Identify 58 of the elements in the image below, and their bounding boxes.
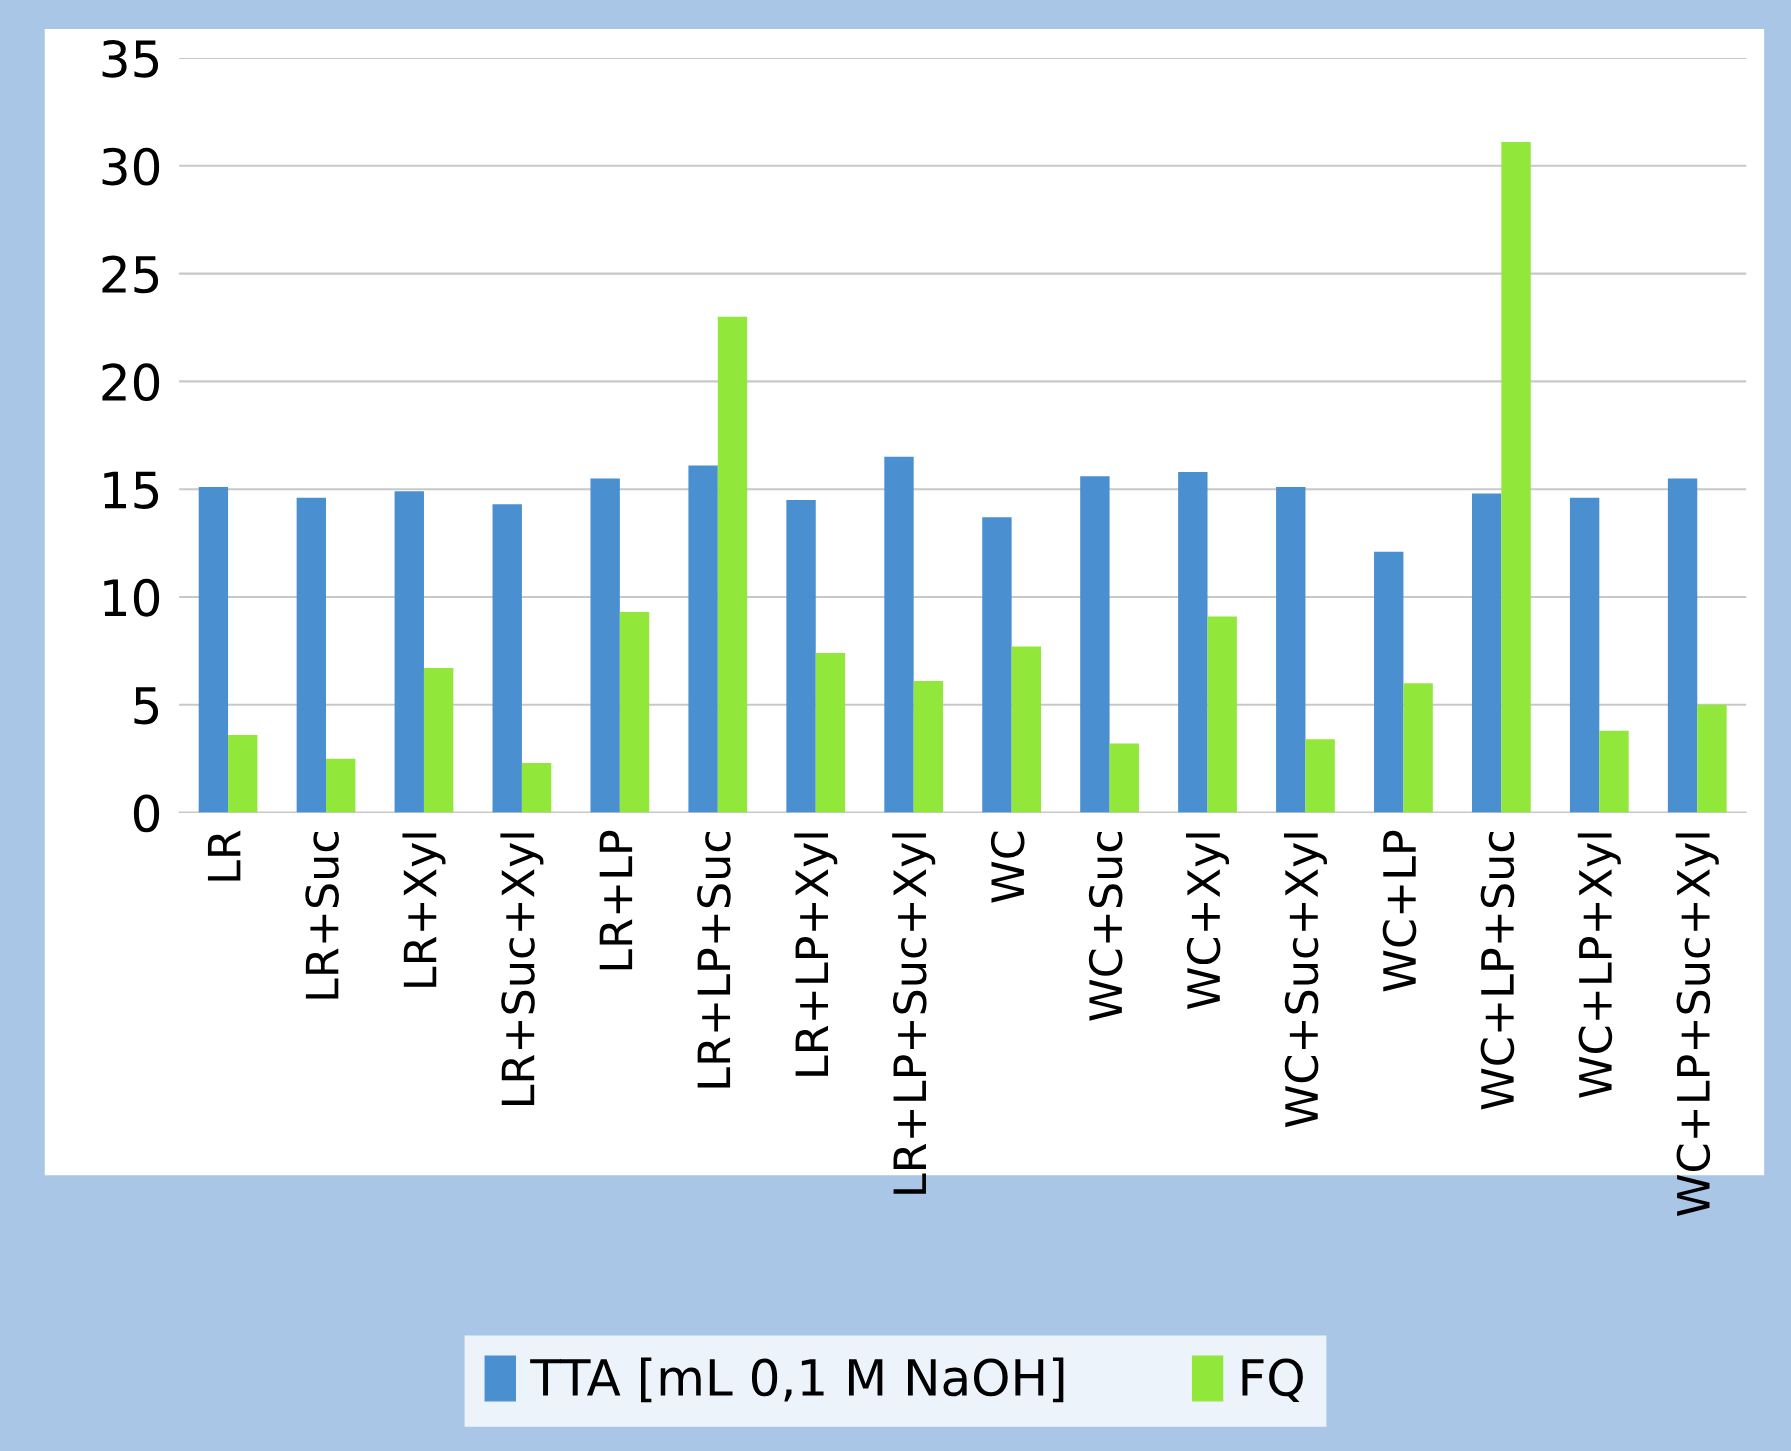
x-tick-label: LR+LP+Suc (697, 832, 731, 1088)
bar (1178, 471, 1208, 813)
bar (1080, 476, 1110, 813)
x-tick-label: LR+LP+Xyl (794, 833, 838, 1076)
x-tick-label: LR+LP (599, 830, 633, 970)
bar (1697, 704, 1727, 813)
bar (590, 478, 620, 813)
bar (1569, 497, 1600, 813)
y-tick-label: 10 (104, 578, 160, 617)
bar (228, 734, 258, 813)
bar (884, 456, 914, 813)
bar (198, 487, 229, 813)
bar (423, 668, 454, 813)
x-tick-label: LR (207, 830, 241, 881)
y-tick-label: 5 (134, 687, 159, 725)
legend-label: TTA [mL 0,1 M NaOH] (530, 1357, 1064, 1403)
bar (1471, 493, 1502, 813)
x-tick-label: LR+Suc (305, 831, 339, 999)
bar (1276, 487, 1306, 813)
bar (296, 497, 327, 813)
bar (1374, 551, 1404, 813)
bar (982, 517, 1012, 813)
y-tick-label: 35 (102, 39, 159, 78)
x-tick-label: WC+LP+Suc (1480, 831, 1515, 1110)
x-tick-label: WC+Xyl (1186, 833, 1230, 1010)
bar (1011, 646, 1042, 813)
x-tick-label: WC+LP+Xyl (1577, 833, 1621, 1098)
bar (1599, 730, 1629, 813)
bar (1305, 739, 1335, 813)
bar (1501, 142, 1531, 813)
x-tick-label: WC+LP+Suc+Xyl (1675, 833, 1719, 1216)
y-tick-label: 30 (102, 147, 160, 186)
legend-label: FQ (1242, 1358, 1303, 1403)
bar (326, 758, 356, 813)
bar (815, 653, 846, 813)
bar (786, 499, 816, 813)
bar (1207, 616, 1237, 813)
bar (1109, 743, 1139, 813)
y-tick-label: 20 (102, 363, 160, 402)
x-tick-label: LR+Xyl (402, 833, 446, 987)
y-tick-label: 15 (104, 471, 159, 509)
y-tick-label: 25 (102, 255, 159, 294)
x-tick-label: LR+Suc+Xyl (500, 833, 544, 1105)
bar (913, 681, 944, 813)
bar (1667, 478, 1698, 813)
y-tick-label: 0 (133, 794, 160, 833)
bar (688, 465, 718, 813)
x-tick-label: WC (990, 831, 1025, 903)
bar (492, 504, 522, 813)
bar (394, 491, 424, 813)
bar (521, 762, 552, 813)
x-tick-label: WC+LP (1382, 830, 1417, 992)
x-tick-label: WC+Suc (1088, 831, 1123, 1021)
x-tick-label: WC+Suc+Xyl (1283, 833, 1327, 1128)
bar (717, 316, 748, 813)
bar (619, 612, 650, 813)
bar (1403, 683, 1433, 813)
x-tick-label: LR+LP+Suc+Xyl (892, 833, 936, 1194)
